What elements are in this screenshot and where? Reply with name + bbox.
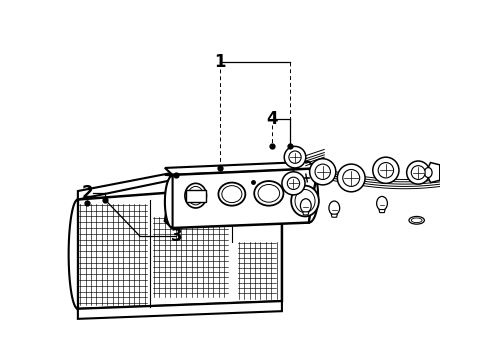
Text: 3: 3 xyxy=(171,227,182,245)
Polygon shape xyxy=(426,163,440,183)
Polygon shape xyxy=(186,190,206,202)
Ellipse shape xyxy=(409,216,424,224)
Polygon shape xyxy=(165,169,317,228)
Polygon shape xyxy=(165,175,172,228)
Text: 1: 1 xyxy=(215,53,226,71)
Ellipse shape xyxy=(411,218,422,222)
Polygon shape xyxy=(78,184,282,309)
Circle shape xyxy=(378,163,393,178)
Circle shape xyxy=(337,164,365,192)
Circle shape xyxy=(373,157,399,183)
Circle shape xyxy=(284,147,306,168)
Ellipse shape xyxy=(300,199,311,213)
Polygon shape xyxy=(69,199,78,309)
Ellipse shape xyxy=(185,183,206,208)
Circle shape xyxy=(282,172,305,195)
Circle shape xyxy=(407,161,430,184)
Polygon shape xyxy=(331,214,337,217)
Ellipse shape xyxy=(329,201,340,215)
Ellipse shape xyxy=(188,186,203,205)
Ellipse shape xyxy=(291,186,319,216)
Circle shape xyxy=(310,159,336,185)
Ellipse shape xyxy=(258,184,280,202)
Polygon shape xyxy=(165,162,317,175)
Ellipse shape xyxy=(222,186,242,203)
Ellipse shape xyxy=(377,197,388,210)
Text: 4: 4 xyxy=(266,110,278,128)
Circle shape xyxy=(411,166,425,180)
Circle shape xyxy=(289,151,301,163)
Polygon shape xyxy=(309,169,318,222)
Circle shape xyxy=(343,170,360,186)
Circle shape xyxy=(315,164,330,180)
Ellipse shape xyxy=(295,189,315,213)
Polygon shape xyxy=(303,212,309,215)
Polygon shape xyxy=(78,301,282,319)
Polygon shape xyxy=(379,210,385,213)
Ellipse shape xyxy=(254,181,283,206)
Ellipse shape xyxy=(219,183,245,206)
Text: 2: 2 xyxy=(81,184,93,202)
Polygon shape xyxy=(78,169,282,199)
Circle shape xyxy=(287,177,300,189)
Ellipse shape xyxy=(424,167,432,177)
